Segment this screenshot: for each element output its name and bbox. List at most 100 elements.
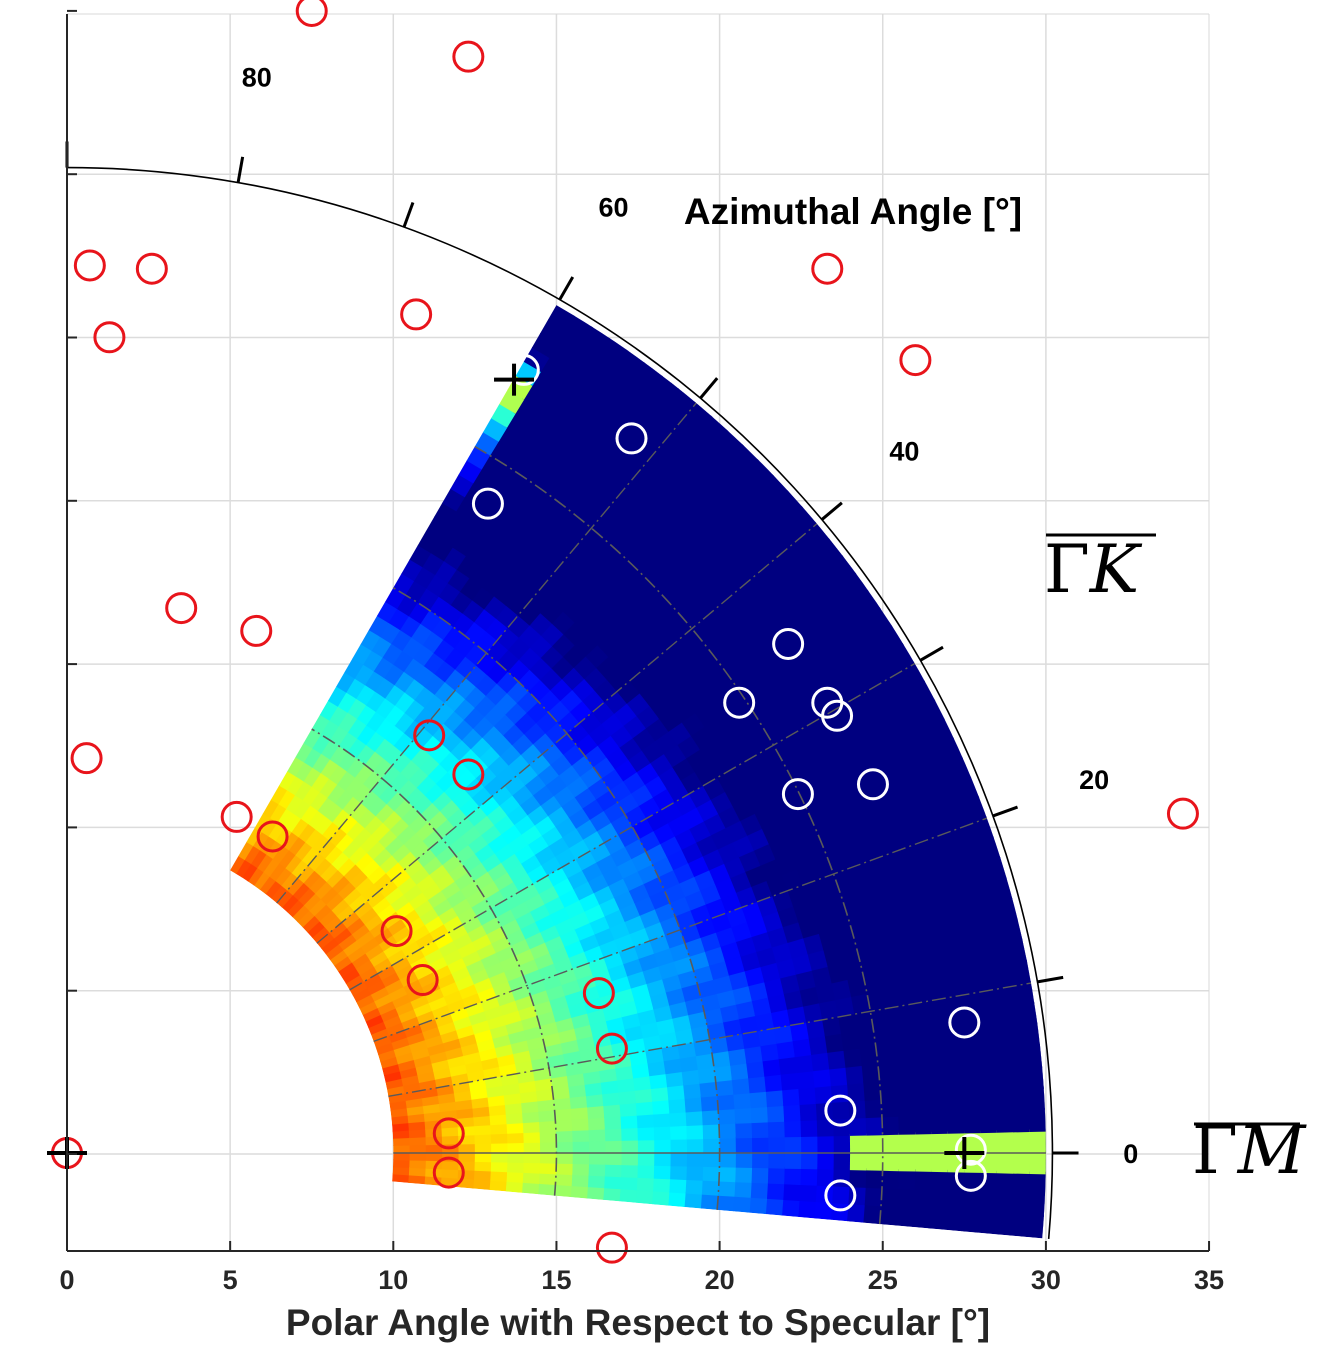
heat-cell — [283, 812, 302, 833]
heat-cell — [750, 1181, 769, 1199]
heat-cell — [326, 685, 347, 707]
heat-cell — [947, 1131, 965, 1153]
heat-cell — [881, 1186, 899, 1208]
heat-cell — [982, 986, 1003, 1012]
heat-cell — [734, 1106, 753, 1124]
heat-cell — [696, 978, 718, 998]
heat-cell — [495, 944, 516, 963]
heat-cell — [360, 936, 380, 954]
heat-cell — [473, 814, 495, 836]
heat-cell — [402, 657, 425, 680]
white-circle-marker — [772, 627, 805, 660]
azimuth-ticks: 0 20 40 60 80 — [65, 63, 1138, 1239]
heat-cell — [269, 803, 287, 823]
heat-cell — [425, 1152, 443, 1162]
heat-cell — [751, 1166, 770, 1184]
heat-cell — [256, 853, 274, 873]
heat-cell — [898, 1113, 916, 1135]
heat-cell — [693, 964, 714, 985]
heat-cell — [518, 882, 540, 902]
red-circle-marker — [899, 344, 932, 377]
heat-cell — [409, 839, 430, 860]
heat-cell — [901, 922, 924, 948]
heat-cell — [907, 1037, 928, 1061]
heat-cell — [384, 683, 405, 706]
heat-cell — [615, 1064, 634, 1081]
heat-cell — [505, 1180, 524, 1193]
heat-cell — [744, 965, 765, 987]
white-circle-marker — [507, 353, 540, 386]
heat-cell — [364, 690, 386, 712]
heat-cell — [480, 852, 502, 872]
heat-cell — [695, 1051, 715, 1070]
heat-cell — [424, 947, 444, 965]
heat-cell — [993, 1068, 1012, 1093]
heat-cell — [938, 933, 960, 959]
heat-cell — [832, 866, 856, 891]
heat-cell — [405, 947, 426, 965]
heat-cell — [735, 1136, 753, 1153]
heat-cell — [539, 1162, 557, 1175]
heat-cell — [330, 851, 350, 871]
heat-cell — [372, 847, 393, 867]
heat-cell — [465, 1001, 485, 1017]
heat-cell — [572, 1151, 590, 1165]
heat-cell — [974, 1049, 995, 1074]
heat-cell — [337, 857, 356, 877]
heat-cell — [431, 790, 453, 812]
heat-cell — [668, 1190, 687, 1208]
heat-cell — [786, 1004, 807, 1026]
heat-cell — [719, 1002, 740, 1023]
heat-cell — [390, 628, 412, 652]
heat-cell — [832, 1184, 851, 1205]
heat-cell — [446, 807, 468, 828]
heat-cell — [367, 796, 388, 817]
heat-cell — [760, 1041, 780, 1062]
heat-cell — [991, 1047, 1011, 1072]
heat-cell — [700, 1094, 719, 1112]
heat-cell — [241, 863, 258, 882]
heat-cell — [297, 909, 315, 928]
white-circle-marker — [856, 768, 889, 801]
heat-cell — [926, 956, 948, 982]
heat-cell — [429, 742, 451, 765]
heat-cell — [313, 857, 332, 877]
heat-cell — [353, 900, 373, 919]
red-circle-marker — [70, 742, 103, 775]
polar-spoke — [349, 662, 916, 991]
heat-cell — [962, 1090, 981, 1114]
white-circle-marker — [824, 1179, 857, 1212]
azimuth-tick-label: 0 — [1123, 1139, 1138, 1169]
heat-cell — [932, 762, 957, 791]
heat-cell — [328, 744, 349, 766]
heat-cell — [253, 812, 271, 833]
heat-cell — [370, 821, 391, 842]
heat-cell — [519, 793, 542, 816]
heat-cell — [487, 833, 509, 854]
heat-cell — [468, 1010, 488, 1026]
heat-cell — [403, 858, 424, 878]
heat-cell — [942, 952, 964, 978]
heat-cell — [398, 1008, 418, 1023]
heat-cell — [392, 649, 414, 672]
heat-cell — [308, 875, 327, 894]
heat-cell — [403, 677, 425, 700]
heat-cell — [422, 1103, 441, 1114]
heat-cell — [587, 1116, 606, 1131]
heat-cell — [877, 1060, 897, 1082]
heat-cell — [728, 969, 750, 991]
heat-cell — [870, 931, 892, 956]
heat-cell — [686, 1137, 704, 1153]
heat-cell — [864, 1097, 883, 1119]
heat-cell — [474, 1160, 492, 1172]
heat-cell — [393, 691, 415, 713]
heat-cell — [546, 865, 569, 887]
polar-spoke — [316, 523, 818, 944]
heat-cell — [313, 903, 333, 922]
heat-cell — [649, 1072, 668, 1090]
heat-cell — [923, 743, 949, 772]
heat-cell — [391, 868, 412, 888]
heat-cell — [953, 929, 976, 956]
heat-cell — [658, 1030, 679, 1049]
heat-cell — [488, 1103, 507, 1116]
